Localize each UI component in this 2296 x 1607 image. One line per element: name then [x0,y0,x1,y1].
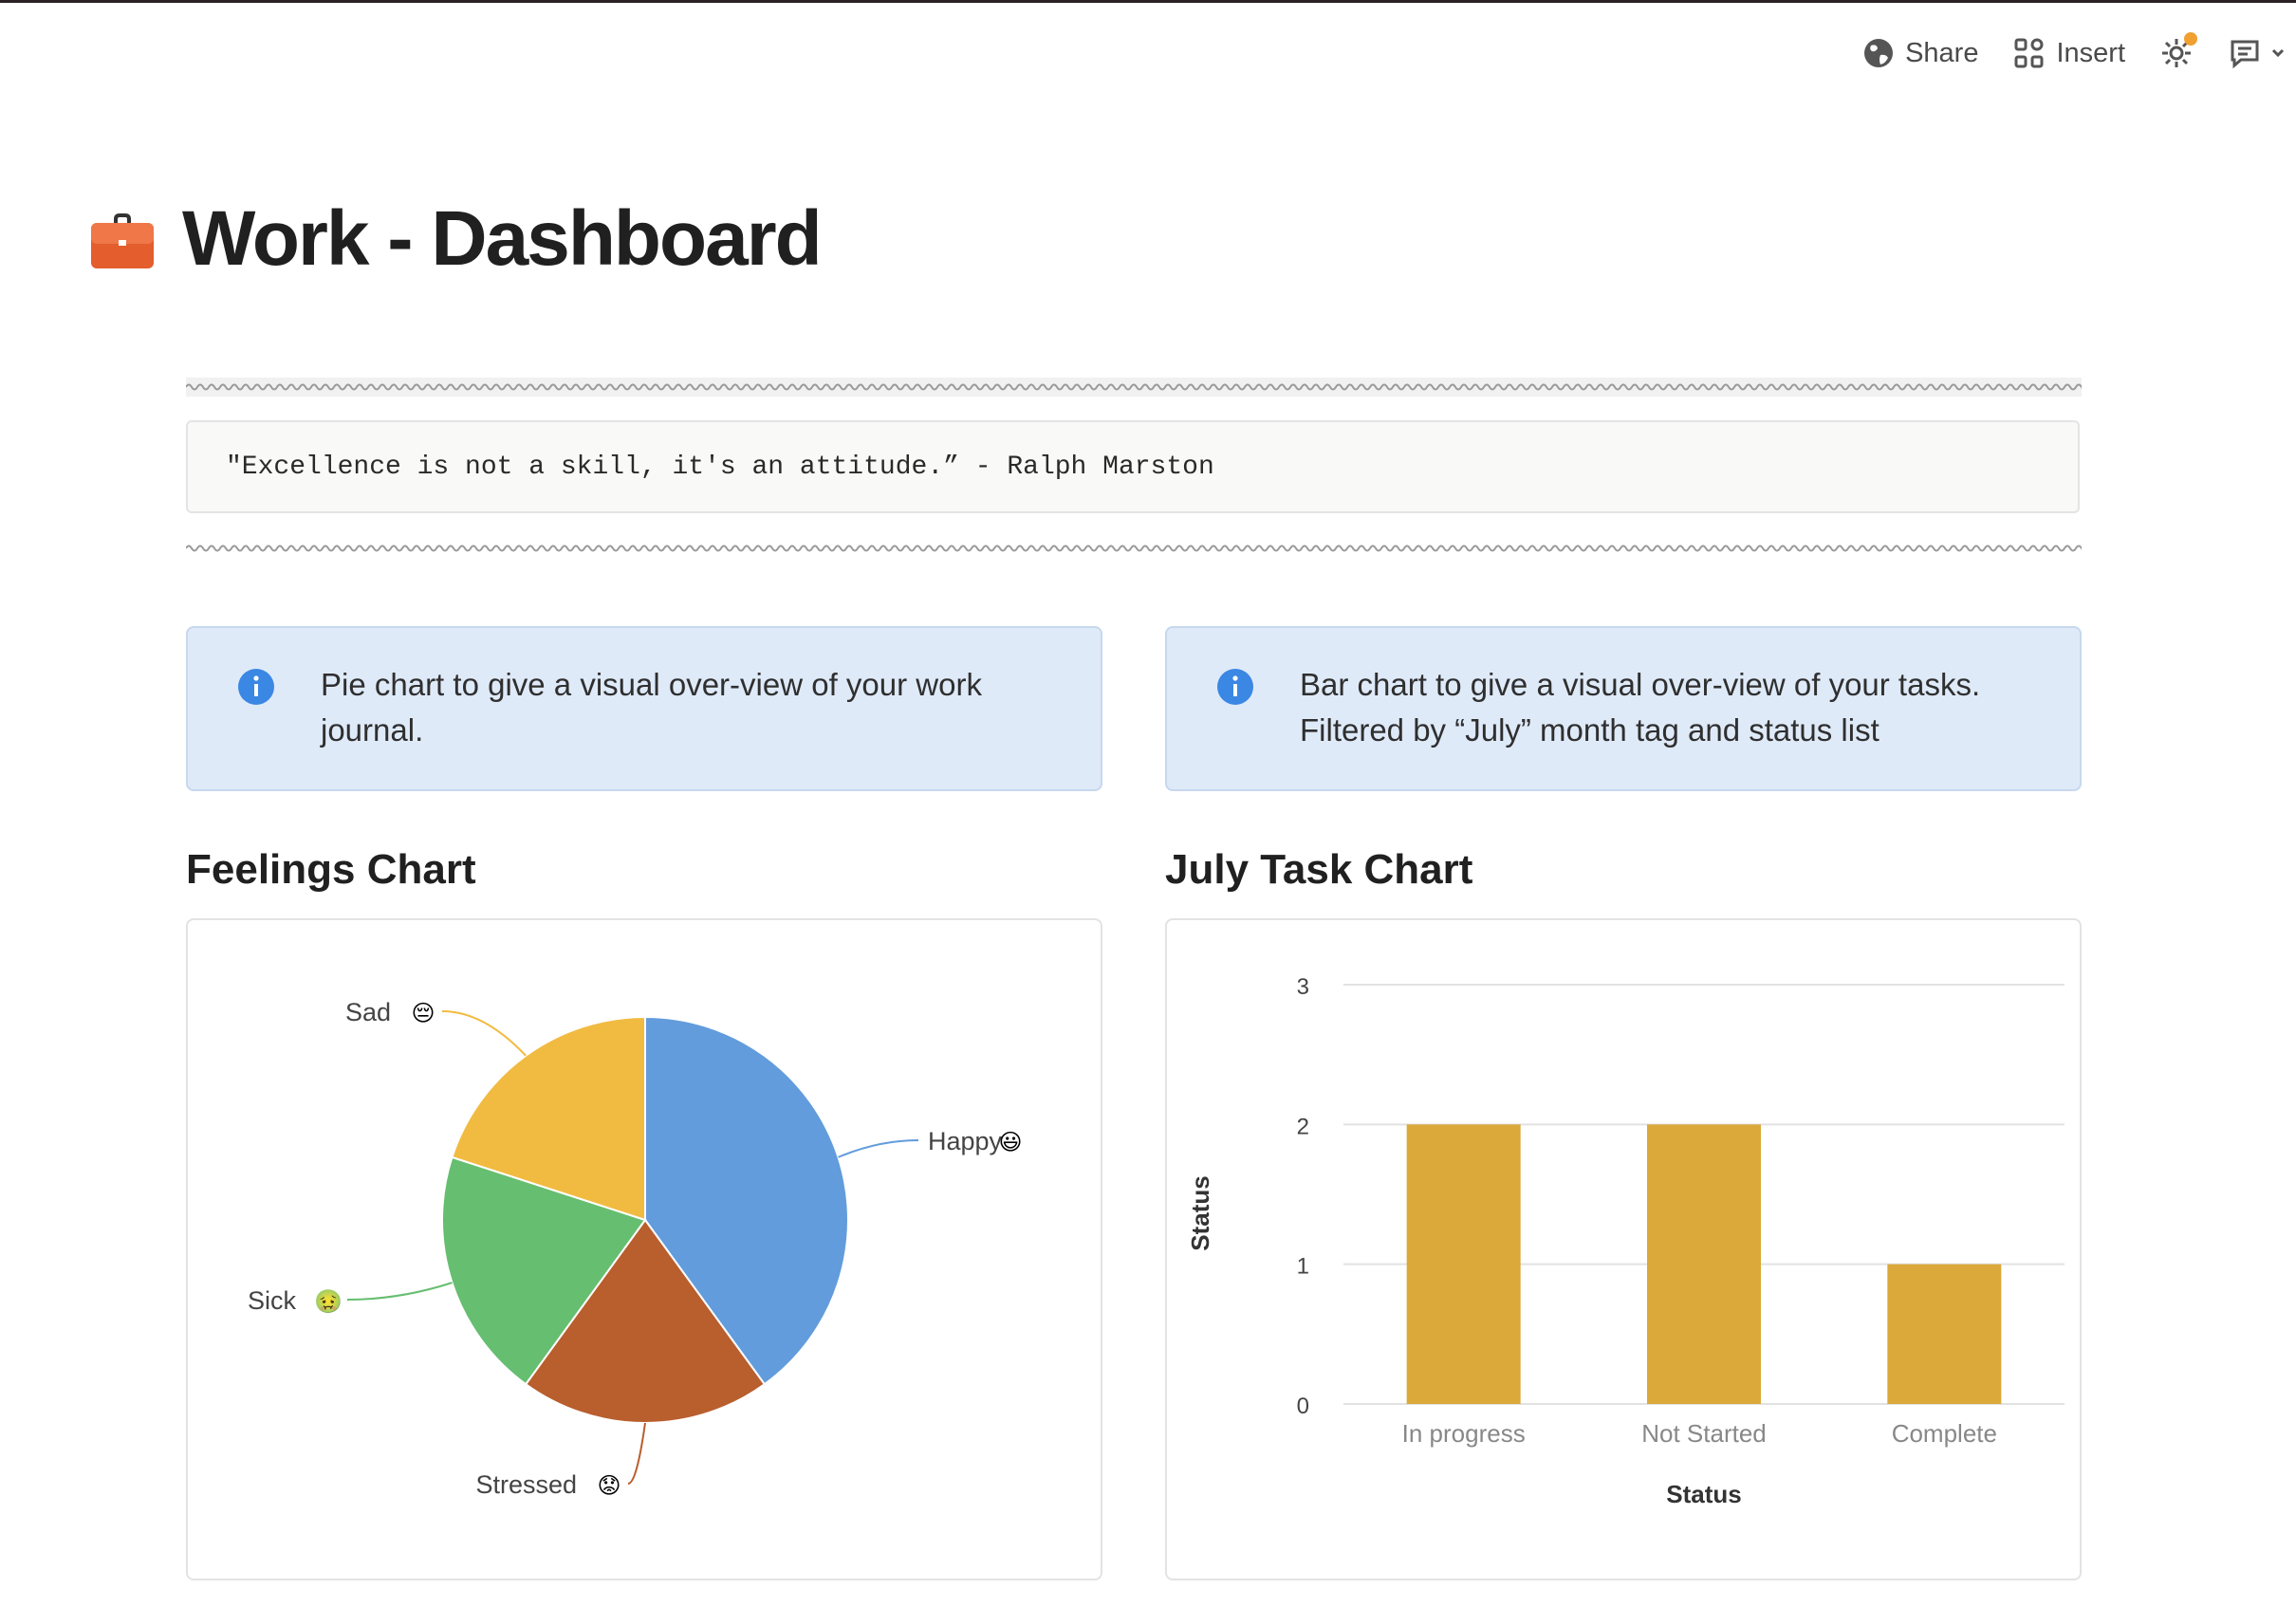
window-top-border [0,0,2296,3]
pie-leader-line [346,1282,453,1301]
pie-leader-line [838,1139,919,1158]
bar-not-started[interactable] [1647,1124,1761,1404]
x-tick-label: In progress [1402,1419,1526,1448]
pie-label-emoji: 🤢 [314,1289,343,1315]
y-tick-label: 1 [1297,1254,1309,1280]
y-tick-label: 2 [1297,1114,1309,1139]
top-toolbar: Share Insert [1861,32,2296,74]
settings-button[interactable] [2159,32,2197,70]
quote-block: "Excellence is not a skill, it's an atti… [186,420,2080,513]
x-tick-label: Not Started [1641,1419,1767,1448]
callout-text-line-2: journal. [321,712,424,748]
info-icon [1216,668,1254,706]
insert-label: Insert [2056,37,2125,68]
divider-wave-bottom [186,545,2082,552]
pie-slice-sick[interactable] [441,1155,647,1386]
page-title: Work - Dashboard [182,195,823,282]
pie-leader-line [441,1010,527,1057]
callout-text-line-2: Filtered by “July” month tag and status … [1300,712,1879,748]
feelings-chart-title: Feelings Chart [186,846,476,893]
bar-complete[interactable] [1887,1264,2002,1404]
y-axis-label: Status [1186,1175,1214,1250]
notification-dot [2184,32,2197,46]
y-tick-label: 3 [1297,974,1309,1000]
share-label: Share [1905,37,1979,68]
x-tick-label: Complete [1892,1419,1997,1448]
briefcase-icon[interactable] [89,206,156,272]
july-task-bar-chart[interactable]: 0 1 2 3 In progress Not Started Complete Status… [1165,918,2082,1580]
pie-label-emoji: 😟 [597,1473,620,1499]
pie-label-sad: Sad [345,998,391,1026]
callout-text-line-1: Pie chart to give a visual over-view of … [321,667,982,702]
page-header: Work - Dashboard [89,194,823,284]
callout-pie-info: Pie chart to give a visual over-view of … [186,626,1102,791]
pie-leader-line [627,1422,646,1485]
callout-text-line-1: Bar chart to give a visual over-view of … [1300,667,1981,702]
bar-in-progress[interactable] [1406,1124,1521,1404]
feelings-pie-chart[interactable]: Happy 😃 Stressed 😟 Sick 🤢 Sad 😔 [186,918,1102,1580]
pie-label-sick: Sick [248,1286,297,1315]
pie-label-emoji: 😔 [411,1001,435,1026]
divider-wave-top [186,378,2082,397]
grid-icon [2012,36,2046,70]
gear-icon [2159,32,2197,70]
pie-slice-stressed[interactable] [524,1218,767,1424]
pie-label-happy: Happy [928,1127,1003,1155]
share-button[interactable]: Share [1861,36,1978,70]
globe-icon [1861,36,1896,70]
comment-icon [2228,36,2262,70]
y-tick-label: 0 [1297,1394,1309,1419]
pie-slice-happy[interactable] [644,1015,849,1386]
pie-label-emoji: 😃 [998,1130,1022,1155]
quote-text: "Excellence is not a skill, it's an atti… [226,452,1214,482]
callout-bar-info: Bar chart to give a visual over-view of … [1165,626,2082,791]
info-icon [237,668,275,706]
comments-button[interactable] [2228,36,2285,70]
chevron-down-icon[interactable] [2271,36,2285,70]
pie-slice-sad[interactable] [451,1015,646,1222]
insert-button[interactable]: Insert [2012,36,2125,70]
pie-label-stressed: Stressed [475,1470,577,1499]
tasks-chart-title: July Task Chart [1165,846,1473,893]
x-axis-label: Status [1666,1480,1741,1508]
